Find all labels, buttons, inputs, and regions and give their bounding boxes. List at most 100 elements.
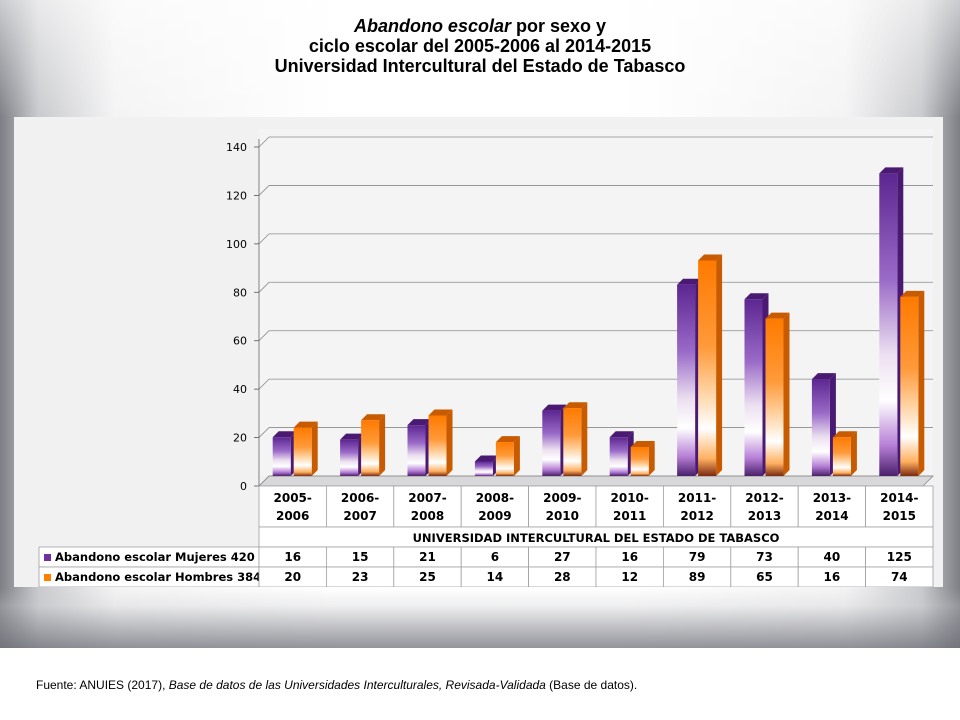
bar-hombres: [293, 427, 312, 476]
y-tick-label: 140: [226, 141, 247, 154]
gridline-diag: [258, 475, 270, 487]
bar-mujeres-top: [677, 278, 702, 285]
bar-hombres-side: [648, 440, 655, 476]
data-value-label: 89: [689, 570, 706, 584]
bar-hombres-top: [428, 409, 453, 416]
bar-hombres-side: [716, 254, 723, 476]
bar-mujeres: [407, 425, 426, 476]
data-value-label: 16: [621, 550, 638, 564]
gridline-diag: [258, 378, 270, 390]
source-note: Fuente: ANUIES (2017), Base de datos de …: [36, 678, 637, 692]
bar-hombres-side: [446, 409, 453, 476]
table-value-cell: [865, 566, 934, 587]
gridline-diag: [258, 136, 270, 148]
data-value-label: 15: [352, 550, 369, 564]
chart-panel: 0 20 40 60 80 100 120 140 2005- 2006 2006- 2007 2007…: [14, 117, 943, 587]
data-value-label: 21: [419, 550, 436, 564]
data-value-label: 79: [689, 550, 706, 564]
table-category-cell: [528, 485, 597, 528]
bar-hombres-top: [832, 431, 857, 438]
legend-swatch: [44, 574, 51, 581]
bar-hombres-top: [361, 414, 386, 421]
bar-mujeres: [340, 439, 359, 476]
title-line-1-italic: Abandono escolar: [353, 16, 511, 36]
bar-hombres-top: [765, 312, 790, 319]
title-line-1: Abandono escolar por sexo y: [0, 16, 960, 36]
bar-mujeres: [542, 410, 561, 476]
gridline-diag: [258, 185, 270, 196]
bar-hombres: [765, 318, 784, 476]
legend-swatch: [44, 554, 51, 561]
bar-hombres-side: [850, 431, 857, 476]
bar-hombres-side: [581, 402, 588, 476]
data-value-label: 74: [891, 570, 908, 584]
x-tick-label: 2007: [343, 509, 376, 523]
bar-hombres-side: [513, 436, 520, 476]
data-value-label: 125: [887, 550, 912, 564]
data-value-label: 40: [824, 550, 841, 564]
bar-mujeres: [474, 461, 493, 476]
bar-hombres-top: [563, 402, 588, 409]
y-tick-label: 80: [233, 286, 247, 299]
bar-mujeres-top: [609, 431, 634, 438]
gridline-diag: [258, 330, 270, 341]
x-axis-title: UNIVERSIDAD INTERCULTURAL DEL ESTADO DE …: [413, 531, 780, 545]
data-value-label: 73: [756, 550, 773, 564]
table-category-cell: [393, 485, 462, 528]
bar-mujeres-top: [407, 419, 432, 426]
bar-mujeres-top: [340, 433, 365, 440]
x-tick-label: 2011-: [678, 491, 716, 505]
x-tick-label: 2010-: [611, 491, 649, 505]
source-prefix: Fuente: ANUIES (2017),: [36, 678, 169, 692]
bar-hombres: [361, 420, 380, 476]
x-tick-label: 2009-: [543, 491, 581, 505]
bar-hombres: [900, 296, 919, 476]
y-tick-label: 120: [226, 189, 247, 202]
y-tick-label: 0: [240, 480, 247, 493]
table-category-cell: [258, 485, 327, 528]
data-value-label: 6: [491, 550, 499, 564]
bar-mujeres: [744, 299, 763, 476]
legend-label: Abandono escolar Hombres 384: [55, 570, 261, 584]
bar-hombres-top: [900, 290, 925, 297]
data-value-label: 16: [284, 550, 301, 564]
bar-hombres-top: [495, 436, 520, 443]
bar-hombres-top: [293, 421, 318, 428]
data-value-label: 16: [824, 570, 841, 584]
data-value-label: 65: [756, 570, 773, 584]
table-category-cell: [865, 485, 934, 528]
x-tick-label: 2008-: [476, 491, 514, 505]
bar-hombres: [563, 408, 582, 476]
title-line-2: ciclo escolar del 2005-2006 al 2014-2015: [308, 36, 652, 56]
y-tick-label: 60: [233, 335, 247, 348]
x-tick-label: 2014: [815, 509, 848, 523]
bar-mujeres: [677, 284, 696, 476]
x-tick-label: 2005-: [274, 491, 312, 505]
bar-hombres-top: [698, 254, 723, 261]
bar-mujeres-top: [879, 167, 904, 174]
bar-mujeres: [272, 437, 291, 476]
data-value-label: 27: [554, 550, 571, 564]
bar-hombres: [832, 437, 851, 476]
chart-title: Abandono escolar por sexo y ciclo escola…: [0, 16, 960, 76]
bar-mujeres-top: [744, 293, 769, 300]
source-italic: Base de datos de las Universidades Inter…: [168, 678, 546, 692]
data-value-label: 14: [487, 570, 504, 584]
y-tick-label: 20: [233, 432, 247, 445]
x-tick-label: 2009: [478, 509, 511, 523]
bar-mujeres-top: [272, 431, 297, 438]
gridline-diag: [258, 282, 270, 293]
bar-hombres-side: [918, 290, 925, 476]
title-line-1-rest: por sexo y: [510, 16, 607, 36]
x-tick-label: 2006-: [341, 491, 379, 505]
table-category-cell: [663, 485, 732, 528]
y-tick-label: 100: [226, 238, 247, 251]
bar-hombres-side: [783, 312, 790, 476]
x-tick-label: 2008: [411, 509, 444, 523]
bar-mujeres-top: [474, 455, 499, 462]
source-suffix: (Base de datos).: [545, 678, 638, 692]
x-tick-label: 2013: [748, 509, 781, 523]
x-tick-label: 2014-: [880, 491, 918, 505]
bar-mujeres: [811, 379, 830, 476]
bar-mujeres: [609, 437, 628, 476]
